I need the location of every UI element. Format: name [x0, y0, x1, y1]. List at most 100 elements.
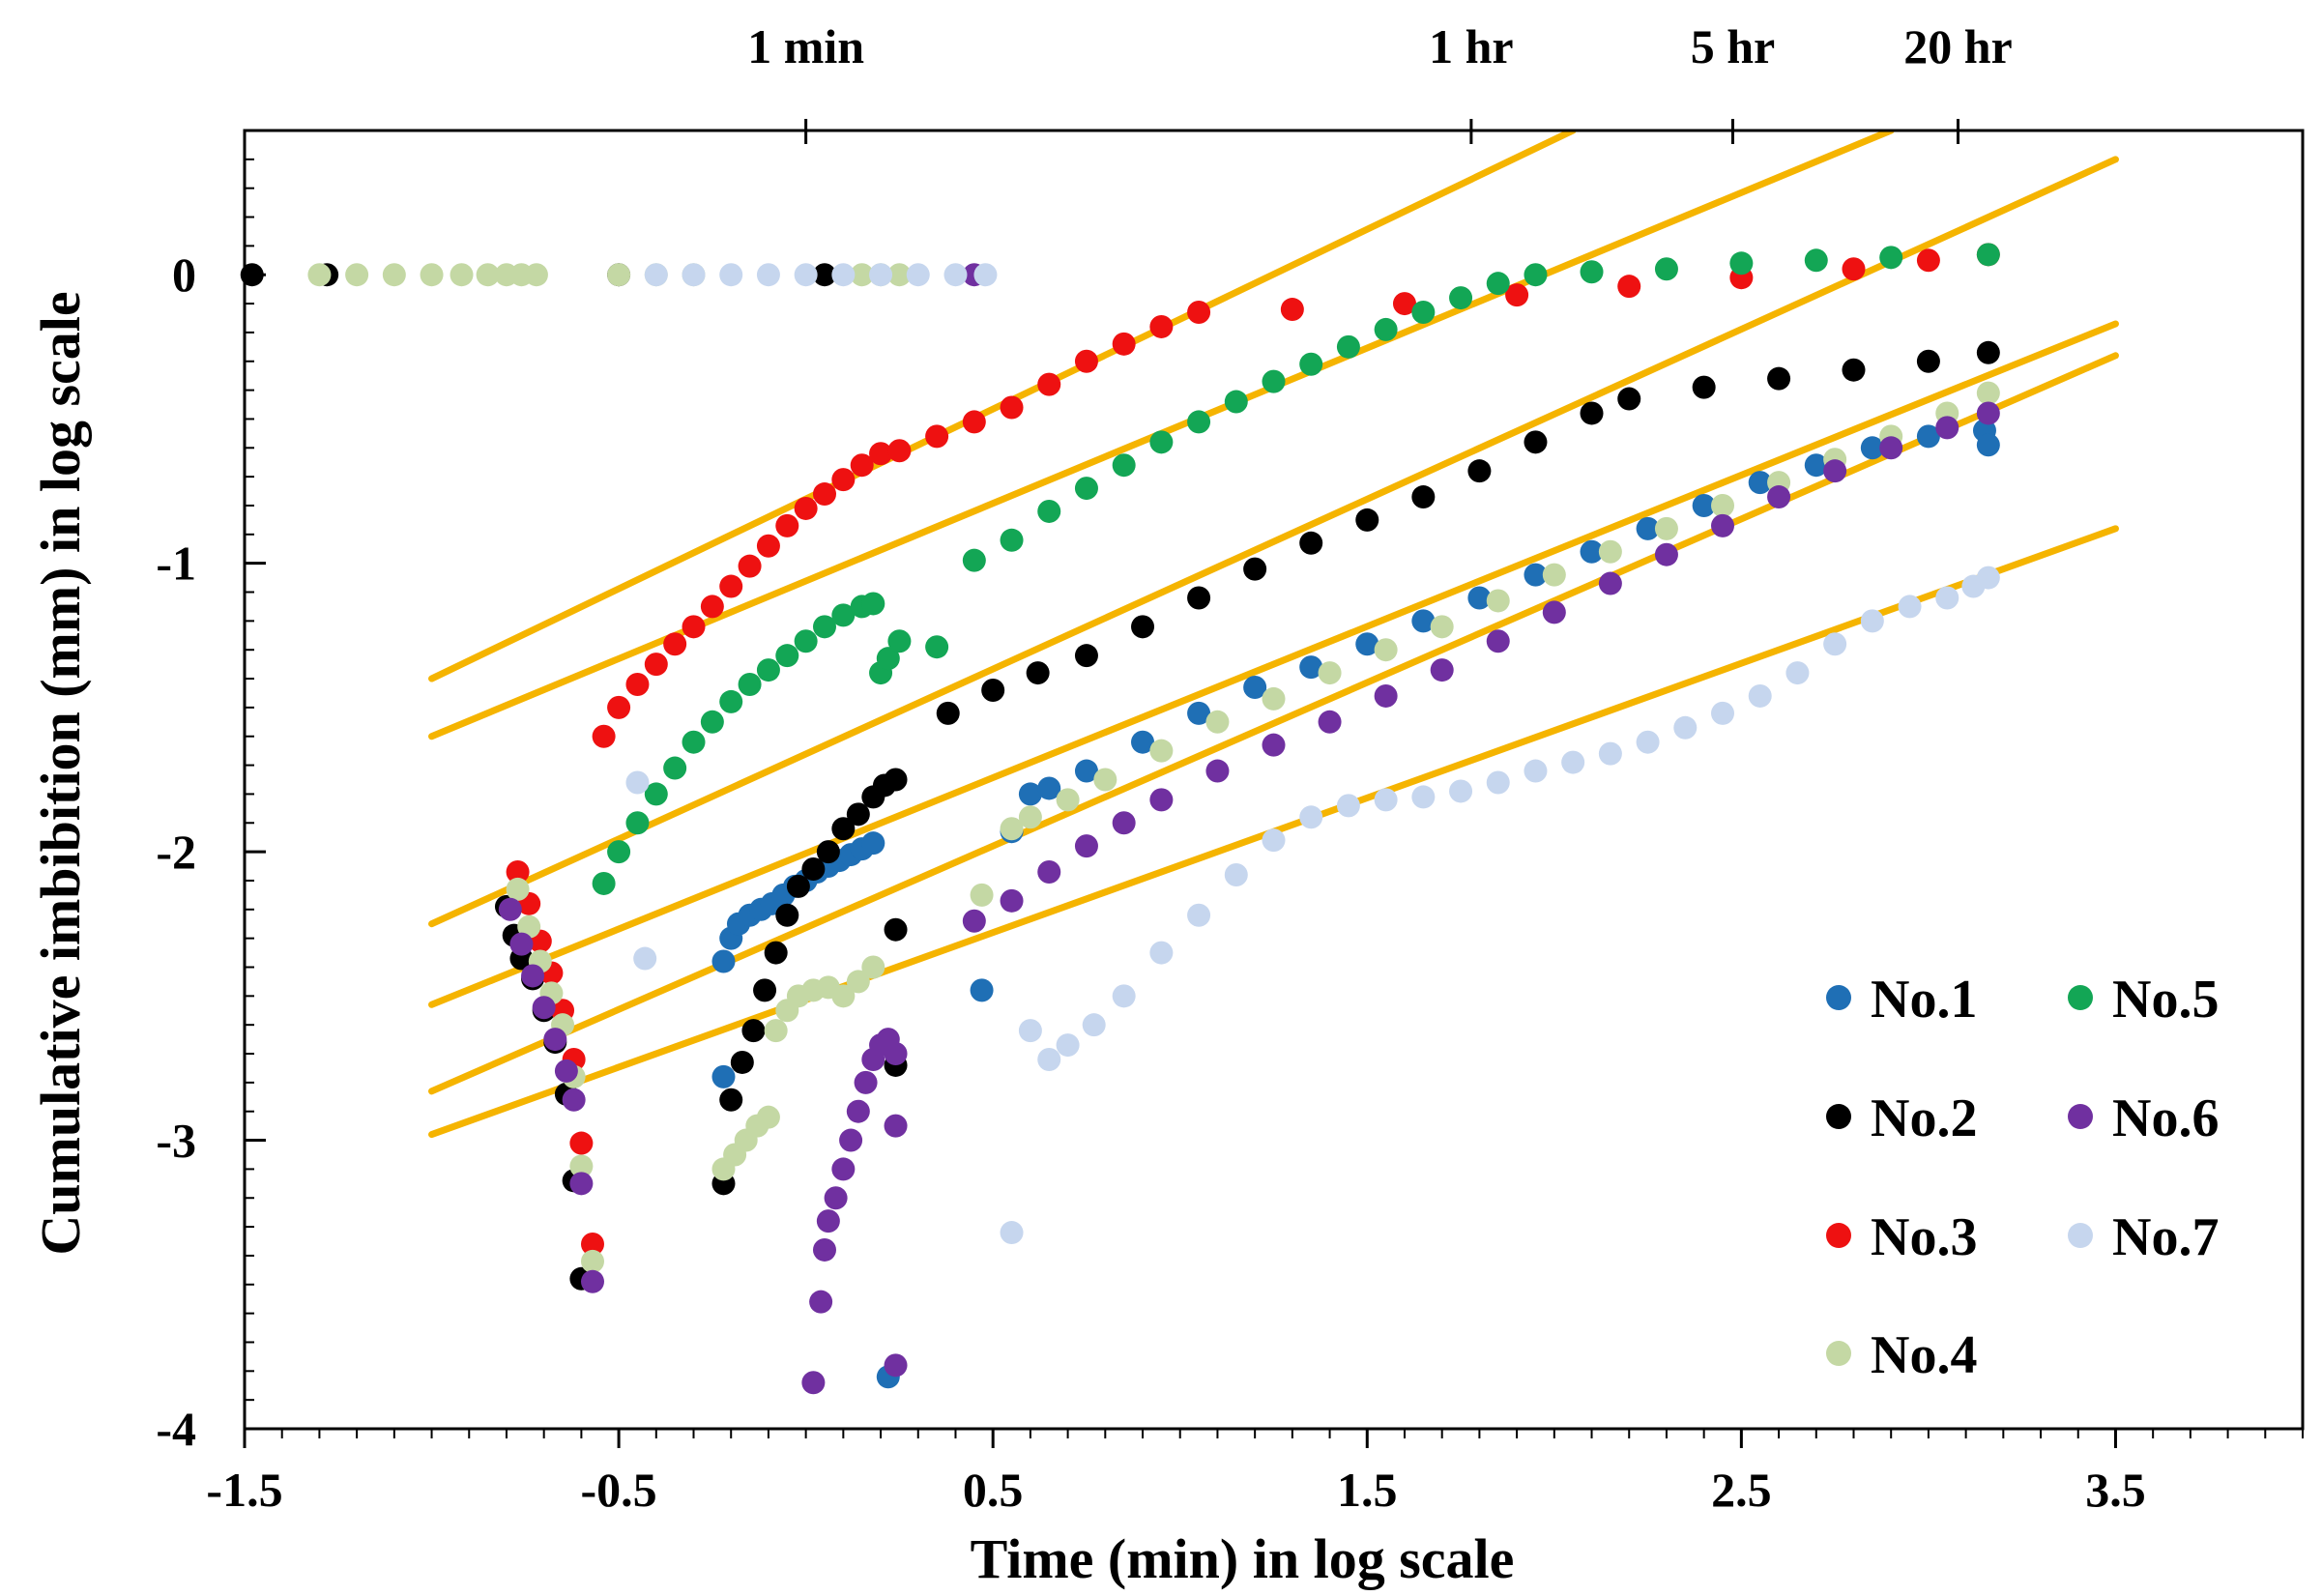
- point-no-5: [1879, 246, 1903, 270]
- point-no-4: [1430, 615, 1454, 639]
- point-no-6: [1542, 600, 1566, 624]
- point-no-5: [607, 840, 631, 864]
- y-tick-label: -3: [156, 1114, 196, 1168]
- point-no-5: [1074, 477, 1098, 501]
- point-no-7: [1336, 794, 1360, 818]
- point-no-5: [1729, 251, 1754, 276]
- point-no-5: [1299, 352, 1323, 376]
- point-no-2: [1243, 557, 1267, 581]
- point-no-6: [1823, 459, 1847, 483]
- point-no-7: [1860, 609, 1884, 633]
- point-no-7: [1673, 715, 1698, 740]
- point-no-4: [1205, 710, 1230, 734]
- point-no-5: [625, 811, 650, 835]
- point-no-2: [1524, 430, 1548, 454]
- point-no-7: [1262, 828, 1286, 853]
- point-no-3: [850, 453, 874, 478]
- top-tick-label: 20 hr: [1903, 19, 2013, 73]
- legend-item-no-6: No.6: [2068, 1088, 2219, 1148]
- point-no-6: [521, 964, 545, 988]
- point-no-3: [1074, 349, 1098, 373]
- point-no-5: [1224, 390, 1248, 414]
- point-no-1: [1748, 471, 1772, 495]
- point-no-6: [1879, 436, 1903, 460]
- point-no-6: [854, 1070, 878, 1094]
- point-no-2: [1355, 508, 1379, 532]
- point-no-7: [1112, 984, 1136, 1008]
- point-no-6: [569, 1172, 594, 1196]
- point-no-6: [1654, 542, 1678, 566]
- point-no-4: [307, 263, 332, 287]
- point-no-6: [1374, 683, 1398, 708]
- legend-item-no-4: No.4: [1826, 1325, 1977, 1385]
- point-no-3: [775, 513, 799, 537]
- point-no-4: [1542, 563, 1566, 587]
- point-no-6: [809, 1290, 833, 1314]
- point-no-2: [730, 1050, 754, 1074]
- point-no-7: [644, 263, 668, 287]
- point-no-7: [1449, 779, 1473, 803]
- point-no-6: [1000, 888, 1024, 913]
- point-no-3: [580, 1232, 604, 1256]
- point-no-4: [524, 263, 548, 287]
- point-no-1: [1580, 539, 1604, 564]
- y-tick-label: -4: [156, 1402, 196, 1456]
- point-no-6: [1767, 485, 1791, 509]
- point-no-1: [1411, 609, 1436, 633]
- point-no-3: [663, 632, 687, 656]
- point-no-2: [1411, 485, 1436, 509]
- point-no-3: [1916, 248, 1940, 273]
- point-no-6: [580, 1269, 604, 1293]
- point-no-6: [1074, 834, 1098, 858]
- point-no-5: [1580, 260, 1604, 284]
- point-no-2: [936, 701, 960, 725]
- point-no-4: [1056, 788, 1080, 812]
- point-no-3: [644, 653, 668, 677]
- point-no-4: [1318, 661, 1342, 685]
- point-no-6: [1486, 629, 1510, 653]
- point-no-2: [1842, 358, 1866, 382]
- point-no-7: [1486, 770, 1510, 795]
- top-tick-label: 1 min: [747, 19, 864, 73]
- point-no-1: [1467, 586, 1492, 610]
- point-no-5: [719, 689, 743, 713]
- point-no-4: [1654, 516, 1678, 540]
- point-no-3: [592, 724, 616, 748]
- legend-marker: [1826, 1104, 1851, 1129]
- point-no-3: [794, 496, 818, 520]
- legend-label: No.7: [2112, 1207, 2219, 1267]
- point-no-2: [1916, 349, 1940, 373]
- point-no-4: [756, 1105, 780, 1129]
- point-no-3: [1187, 301, 1211, 325]
- point-no-4: [846, 970, 870, 994]
- point-no-1: [1074, 759, 1098, 783]
- point-no-7: [869, 263, 893, 287]
- point-no-7: [1935, 586, 1959, 610]
- point-no-1: [1976, 433, 2000, 457]
- point-no-1: [1860, 436, 1884, 460]
- point-no-7: [1374, 788, 1398, 812]
- legend-item-no-7: No.7: [2068, 1207, 2219, 1267]
- series-no-3: [506, 243, 2000, 1256]
- point-no-3: [625, 673, 650, 697]
- point-no-5: [1037, 499, 1061, 523]
- point-no-6: [801, 1371, 826, 1395]
- legend-label: No.4: [1871, 1325, 1977, 1385]
- point-no-5: [700, 710, 724, 734]
- legend-marker: [2068, 1223, 2093, 1248]
- series-no-7: [625, 263, 2000, 1245]
- x-axis: -1.5 -0.5 0.5 1.5 2.5 3.5: [206, 1429, 2304, 1517]
- x-tick-label: -1.5: [206, 1463, 282, 1517]
- point-no-5: [644, 782, 668, 806]
- point-no-6: [562, 1088, 586, 1112]
- point-no-1: [861, 831, 885, 856]
- legend-label: No.3: [1871, 1207, 1977, 1267]
- point-no-7: [1056, 1033, 1080, 1058]
- point-no-3: [1617, 275, 1641, 299]
- point-no-4: [382, 263, 406, 287]
- point-no-4: [450, 263, 474, 287]
- point-no-4: [420, 263, 444, 287]
- point-no-3: [607, 695, 631, 719]
- point-no-4: [517, 914, 541, 939]
- point-no-5: [1112, 453, 1136, 478]
